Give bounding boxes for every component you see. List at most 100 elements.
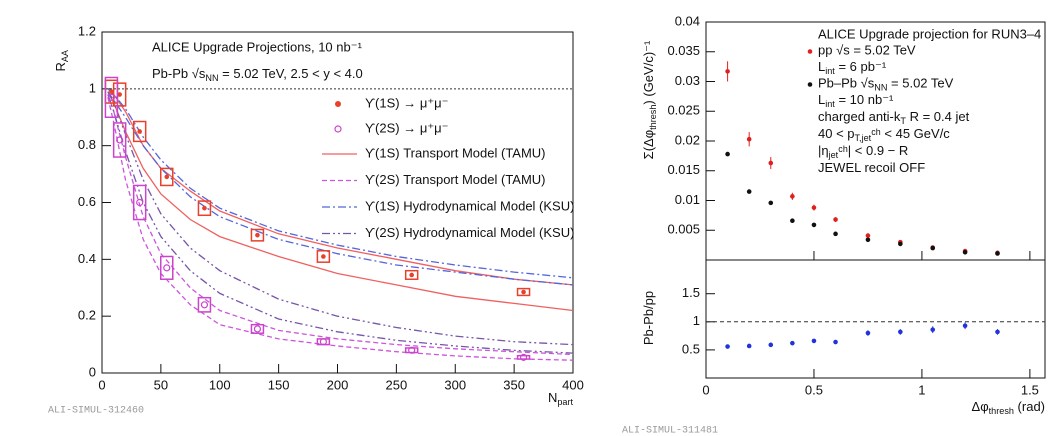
error-box <box>250 323 265 334</box>
text-part: 40 < p <box>818 126 855 141</box>
data-point <box>930 327 936 332</box>
text-part: R = 0.4 jet <box>906 109 970 124</box>
x-tick-label: 250 <box>386 377 408 392</box>
data-point <box>409 272 414 278</box>
data-point <box>137 129 142 134</box>
x-axis-label: Npart <box>548 390 574 407</box>
legend-marker <box>807 49 813 54</box>
text-part: Pb-Pb/pp <box>641 291 656 345</box>
x-tick-label: 150 <box>268 377 290 392</box>
legend-label: Pb–Pb √sNN = 5.02 TeV <box>818 76 954 93</box>
error-box <box>197 296 212 313</box>
x-axis-label: Δφthresh (rad) <box>972 399 1045 416</box>
data-point <box>865 330 871 336</box>
data-point <box>768 342 774 348</box>
model-curve <box>107 91 574 286</box>
data-point <box>136 198 144 207</box>
data-point <box>408 346 416 354</box>
text-part: = 10 nb⁻¹ <box>835 92 894 107</box>
legend-label: ϒ(2S) Hydrodynamical Model (KSU) <box>365 225 574 240</box>
data-point <box>200 301 209 309</box>
text-part: thresh <box>648 105 658 130</box>
y-tick-label: 0.02 <box>675 132 700 147</box>
text-part: thresh <box>989 406 1014 416</box>
error-box <box>104 76 119 118</box>
text-part: JEWEL recoil OFF <box>818 160 925 175</box>
error-box <box>132 184 147 221</box>
data-point <box>811 338 817 344</box>
data-point <box>790 194 795 199</box>
chart-title: ALICE Upgrade Projections, 10 nb⁻¹ <box>152 39 363 54</box>
text-part: Pb–Pb √s <box>818 76 875 91</box>
data-point <box>521 289 526 295</box>
legend-note: 40 < pT,jetᶜʰ < 45 GeV/c <box>818 126 950 143</box>
model-curve <box>107 88 574 286</box>
data-point <box>995 251 1000 256</box>
error-box <box>197 200 212 217</box>
text-part: Σ(Δφ <box>641 130 656 159</box>
legend-note: JEWEL recoil OFF <box>818 160 925 175</box>
y-tick-label: 0.2 <box>78 308 96 323</box>
data-point <box>725 344 730 349</box>
text-part: L <box>818 59 825 74</box>
text-part: N <box>548 390 557 405</box>
data-point <box>109 89 114 94</box>
x-tick-label: 1 <box>918 382 925 397</box>
legend-label: pp √s = 5.02 TeV <box>818 43 916 58</box>
y-tick-label: 1.2 <box>78 23 96 38</box>
error-box <box>160 255 174 280</box>
y-tick-label: 0.01 <box>675 192 700 207</box>
model-curve <box>107 88 574 279</box>
error-box <box>160 167 174 187</box>
legend-marker <box>807 82 813 87</box>
error-box <box>250 228 265 242</box>
x-tick-label: 1.5 <box>1021 382 1039 397</box>
y-tick-label: 0.005 <box>667 222 700 237</box>
data-point <box>117 92 122 97</box>
data-point <box>930 245 936 251</box>
x-tick-label: 0 <box>98 377 105 392</box>
x-tick-label: 0 <box>702 382 709 397</box>
x-tick-label: 50 <box>154 377 168 392</box>
data-point <box>202 205 207 211</box>
y-tick-label: 0.015 <box>667 162 700 177</box>
legend-note: Lint = 6 pb⁻¹ <box>818 59 887 76</box>
data-point <box>790 340 795 346</box>
text-part: L <box>818 92 825 107</box>
data-point <box>962 249 968 255</box>
x-tick-label: 200 <box>327 377 349 392</box>
error-box <box>132 120 147 143</box>
data-point <box>790 218 795 224</box>
data-point <box>319 338 327 346</box>
y-tick-label: 0.4 <box>78 251 96 266</box>
text-part: NN <box>205 73 218 83</box>
y-axis-label: RAA <box>53 49 70 71</box>
data-point <box>898 241 903 247</box>
error-box <box>404 347 419 354</box>
chart-subtitle: Pb-Pb √sNN = 5.02 TeV, 2.5 < y < 4.0 <box>152 66 363 83</box>
y-tick-label: 0.035 <box>667 43 700 58</box>
data-point <box>725 151 730 157</box>
data-point <box>164 174 170 180</box>
text-part: int <box>825 66 835 76</box>
error-box <box>112 122 127 158</box>
text-part: = 5.02 TeV <box>887 76 953 91</box>
x-tick-label: 350 <box>503 377 525 392</box>
text-part: ᶜʰ| < 0.9 − R <box>838 143 908 158</box>
data-point <box>746 343 752 349</box>
text-part: charged anti-k <box>818 109 901 124</box>
y-tick-label: 0.03 <box>675 73 700 88</box>
data-point <box>811 222 817 228</box>
legend-label: ϒ(1S) Transport Model (TAMU) <box>365 145 546 160</box>
data-point <box>116 136 124 144</box>
text-part: part <box>557 397 573 407</box>
error-box <box>112 82 127 107</box>
text-part: pp √s = 5.02 TeV <box>818 43 916 58</box>
legend-marker <box>334 125 342 133</box>
data-point <box>833 217 838 222</box>
y-axis-label: Σ(Δφthresh) (GeV/c)⁻¹ <box>641 40 658 159</box>
text-part: AA <box>60 49 70 62</box>
x-tick-label: 100 <box>209 377 231 392</box>
text-part: R <box>53 62 68 71</box>
y-tick-label: 1 <box>89 80 96 95</box>
